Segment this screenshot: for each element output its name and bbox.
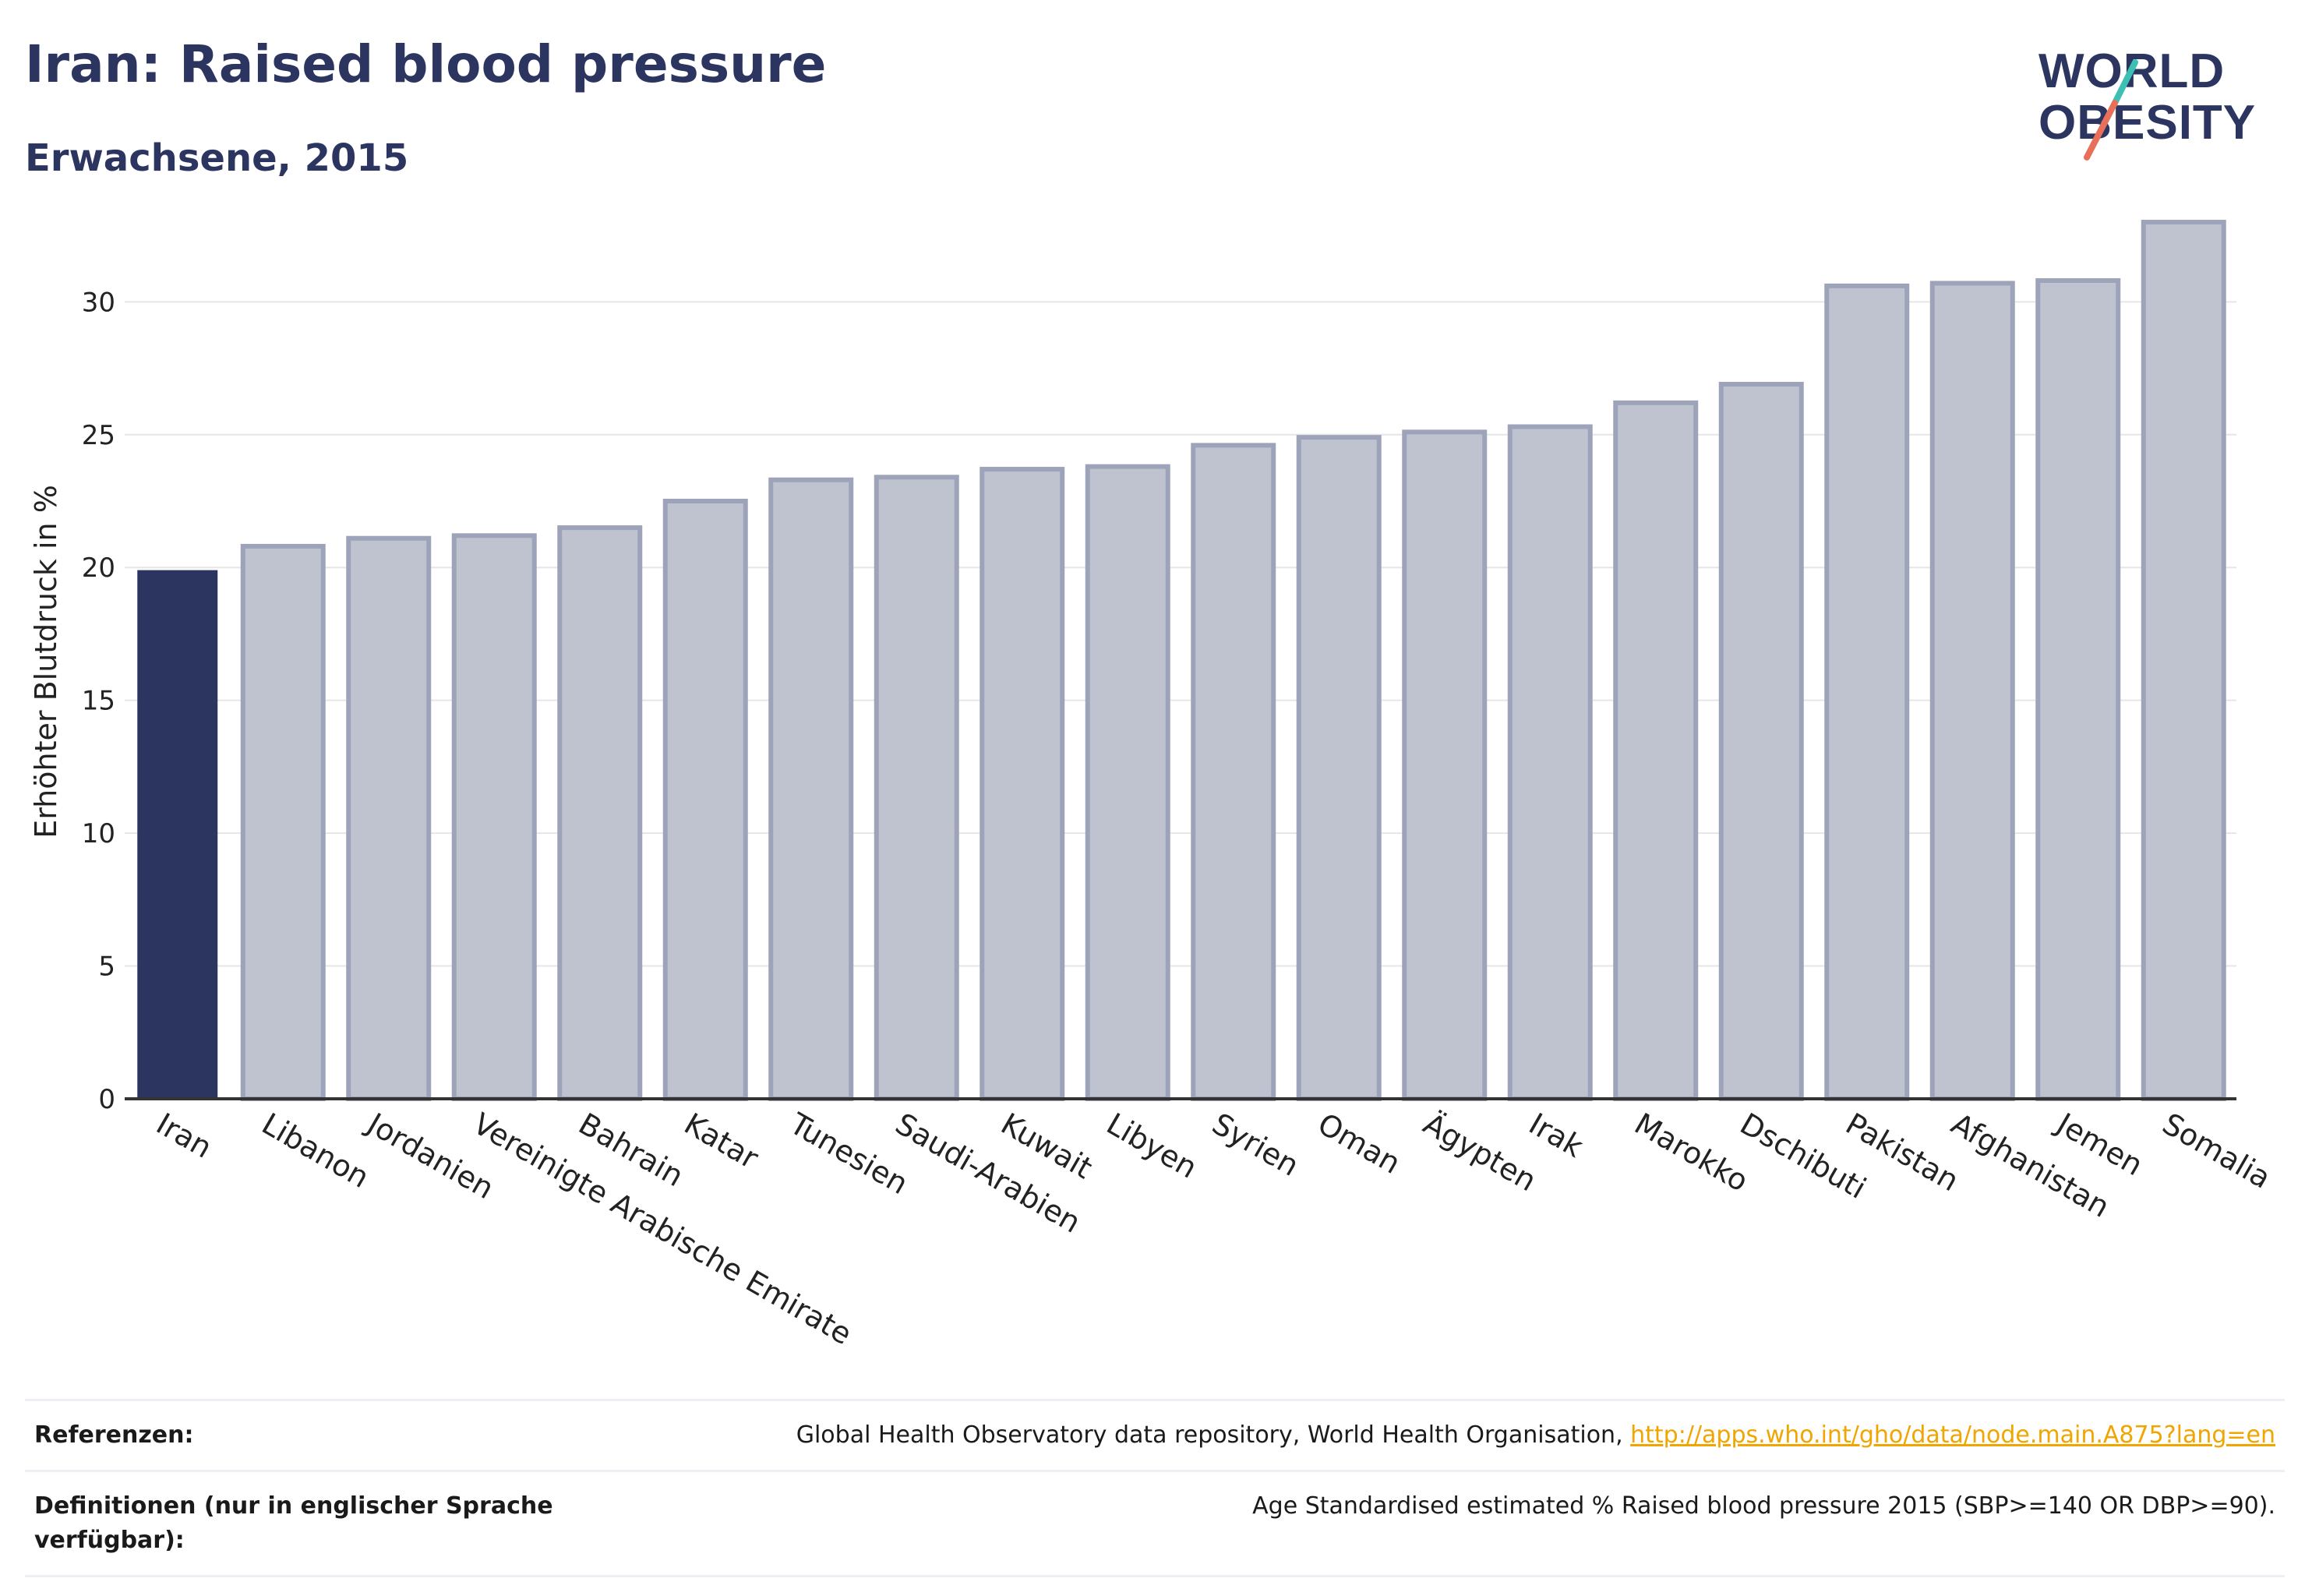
bar-jordanien <box>346 535 432 1101</box>
logo-text-obesity: OBESITY <box>2038 96 2256 150</box>
references-row: Referenzen: Global Health Observatory da… <box>25 1399 2285 1470</box>
bar-ägypten <box>1402 429 1488 1101</box>
bar-pakistan <box>1824 283 1910 1101</box>
definitions-row: Definitionen (nur in englischer Sprache … <box>25 1470 2285 1577</box>
bar-syrien <box>1191 443 1276 1101</box>
bar-libanon <box>240 543 326 1101</box>
x-tick-label: Iran <box>150 1107 217 1165</box>
x-tick-label: Syrien <box>1206 1107 1304 1183</box>
bar-oman <box>1296 435 1382 1101</box>
bar-saudi-arabien <box>874 475 959 1101</box>
chart-title: Iran: Raised blood pressure <box>25 34 827 94</box>
footer-table: Referenzen: Global Health Observatory da… <box>25 1399 2285 1577</box>
bar-kuwait <box>980 467 1065 1101</box>
x-tick-label: Saudi-Arabien <box>890 1107 1086 1240</box>
references-label: Referenzen: <box>34 1421 194 1449</box>
bar-tunesien <box>768 477 854 1101</box>
y-tick-label: 25 <box>82 420 115 451</box>
x-tick-label: Katar <box>679 1107 764 1176</box>
bar-afghanistan <box>1929 281 2015 1101</box>
references-link[interactable]: http://apps.who.int/gho/data/node.main.A… <box>1630 1421 2275 1449</box>
y-tick-label: 10 <box>82 818 115 849</box>
logo-slash-bottom <box>2084 100 2118 161</box>
x-tick-label: Irak <box>1523 1107 1589 1164</box>
definitions-value: Age Standardised estimated % Raised bloo… <box>1252 1492 2275 1520</box>
logo-slash-top <box>2112 59 2138 106</box>
bar-vereinigte-arabische-emirate <box>451 533 537 1101</box>
y-tick-label: 20 <box>82 553 115 584</box>
y-tick-label: 15 <box>82 686 115 717</box>
world-obesity-logo: WORLD OBESITY <box>2038 44 2256 161</box>
references-value: Global Health Observatory data repositor… <box>796 1418 2275 1453</box>
bar-marokko <box>1613 400 1699 1101</box>
y-tick-label: 5 <box>98 952 115 983</box>
bar-dschibuti <box>1718 381 1804 1102</box>
x-tick-label: Oman <box>1312 1107 1407 1181</box>
x-tick-label: Libyen <box>1101 1107 1203 1185</box>
chart-subtitle: Erwachsene, 2015 <box>25 136 409 180</box>
x-tick-label: Tunesien <box>783 1106 913 1201</box>
y-tick-label: 30 <box>82 287 115 318</box>
y-tick-label: 0 <box>98 1084 115 1115</box>
y-axis-title: Erhöhter Blutdruck in % <box>29 485 63 839</box>
x-tick-label: Ägypten <box>1417 1107 1542 1199</box>
bar-irak <box>1507 424 1593 1101</box>
bar-iran <box>137 570 218 1099</box>
bar-somalia <box>2141 220 2226 1101</box>
x-tick-label: Libanon <box>256 1107 375 1195</box>
references-text: Global Health Observatory data repositor… <box>796 1421 1631 1449</box>
gridlines <box>125 301 2236 967</box>
bar-bahrain <box>557 525 643 1101</box>
bar-chart: 0 5 10 15 20 25 30 Erhöhter Blutdruck in % Iran L… <box>29 220 2277 1351</box>
definitions-label: Definitionen (nur in englischer Sprache … <box>34 1492 553 1554</box>
bar-jemen <box>2035 278 2121 1102</box>
bar-libyen <box>1085 464 1170 1101</box>
bar-katar <box>662 498 748 1101</box>
x-tick-label: Marokko <box>1629 1107 1754 1199</box>
x-tick-label: Somalia <box>2157 1107 2277 1195</box>
bars <box>137 220 2226 1102</box>
